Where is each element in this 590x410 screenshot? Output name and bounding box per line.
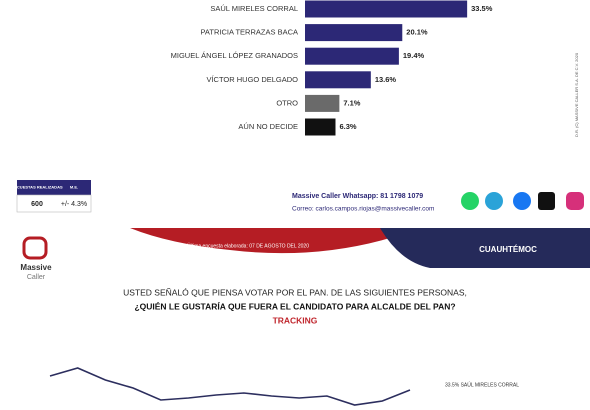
x-icon[interactable] — [538, 192, 555, 210]
bar — [305, 0, 468, 18]
value-label: 33.5% — [471, 4, 493, 13]
line — [49, 367, 411, 406]
bar-label: OTRO — [276, 98, 298, 107]
bar-label: SAÚL MIRELES CORRAL — [210, 4, 298, 13]
table-cell: 600 — [31, 201, 43, 208]
table-row — [16, 194, 92, 213]
table-cell: +/- 4.3% — [61, 201, 87, 208]
question: ¿QUIÉN LE GUSTARÍA QUE FUERA EL CANDIDAT… — [134, 301, 455, 311]
copyright: D.R. (C) MASSIVE CALLER S.A. DE C.V. 202… — [574, 52, 579, 137]
bar — [305, 47, 399, 65]
bar-label: PATRICIA TERRAZAS BACA — [200, 28, 298, 37]
value-label: 13.6% — [375, 75, 397, 84]
value-label: 6.3% — [339, 122, 356, 131]
table-header — [17, 180, 57, 195]
survey-date: Última encuesta elaborada: 07 DE AGOSTO … — [187, 242, 309, 249]
bar-label: VÍCTOR HUGO DELGADO — [206, 75, 298, 84]
logo-text: Massive — [20, 263, 52, 272]
region: CUAUHTÉMOC — [479, 245, 537, 254]
header-swoosh — [130, 228, 420, 254]
facebook-icon[interactable] — [513, 192, 531, 210]
question: USTED SEÑALÓ QUE PIENSA VOTAR POR EL PAN… — [123, 287, 467, 297]
table-header-text: ENCUESTAS REALIZADAS — [11, 185, 63, 190]
bar — [305, 71, 371, 89]
value-label: 20.1% — [406, 28, 428, 37]
contact: Massive Caller Whatsapp: 81 1798 1079 — [292, 193, 423, 200]
bar — [305, 94, 340, 112]
slide-top — [0, 0, 590, 228]
contact: Correo: carlos.campos.riojas@massivecall… — [292, 206, 434, 213]
bar-label: AÚN NO DECIDE — [238, 122, 298, 131]
value-label: 19.4% — [403, 51, 425, 60]
subtitle: TRACKING — [273, 315, 318, 325]
instagram-icon[interactable] — [566, 192, 584, 210]
logo-mark — [22, 236, 48, 260]
bar — [305, 24, 403, 42]
telegram-icon[interactable] — [485, 192, 503, 210]
logo-text: Caller — [27, 274, 46, 281]
header-navy — [380, 228, 590, 268]
bar — [305, 118, 336, 136]
legend-label: 33.5% SAÚL MIRELES CORRAL — [445, 381, 519, 388]
table-header-text: M.E. — [70, 185, 78, 190]
table-header — [57, 180, 91, 195]
bar-label: MIGUEL ÁNGEL LÓPEZ GRANADOS — [171, 51, 298, 60]
whatsapp-icon[interactable] — [461, 192, 479, 210]
value-label: 7.1% — [343, 98, 360, 107]
